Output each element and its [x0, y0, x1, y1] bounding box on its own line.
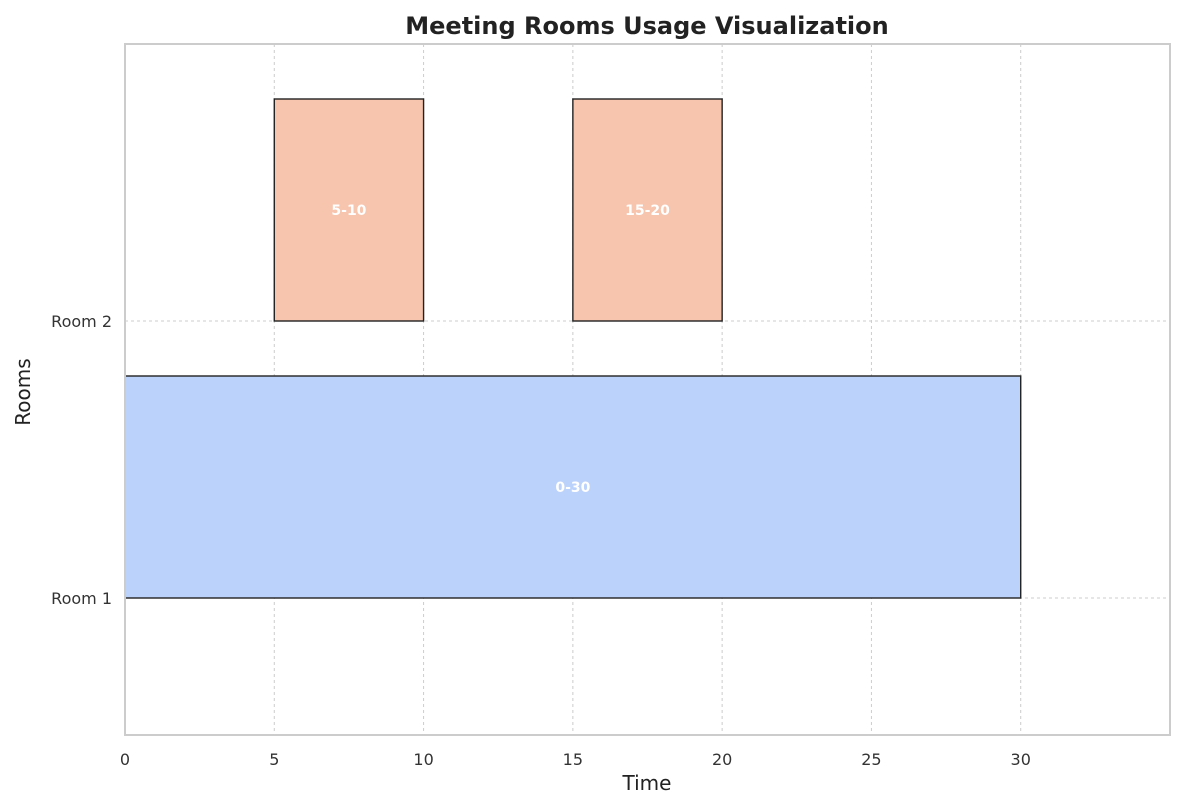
y-tick-label: Room 2: [51, 312, 112, 331]
y-tick-label: Room 1: [51, 589, 112, 608]
bar-label: 15-20: [625, 203, 670, 219]
x-tick-label: 10: [413, 750, 433, 769]
x-tick-label: 0: [120, 750, 130, 769]
y-axis-label: Rooms: [11, 358, 35, 425]
plot-frame: [124, 43, 1171, 736]
x-tick-label: 5: [269, 750, 279, 769]
bar-15-20: [572, 98, 723, 322]
bar-label: 5-10: [331, 203, 366, 219]
bars: 0-30 5-10 15-20: [124, 98, 1022, 599]
chart-title: Meeting Rooms Usage Visualization: [405, 12, 888, 40]
x-tick-label: 30: [1011, 750, 1031, 769]
bar-label: 0-30: [555, 480, 590, 496]
x-tick-label: 15: [563, 750, 583, 769]
x-tick-label: 25: [861, 750, 881, 769]
x-axis-label: Time: [622, 771, 672, 795]
bar-5-10: [273, 98, 425, 322]
x-tick-label: 20: [712, 750, 732, 769]
bar-0-30: [124, 375, 1022, 599]
tick-labels: 0 5 10 15 20 25 30 Room 1 Room 2: [51, 312, 1031, 769]
